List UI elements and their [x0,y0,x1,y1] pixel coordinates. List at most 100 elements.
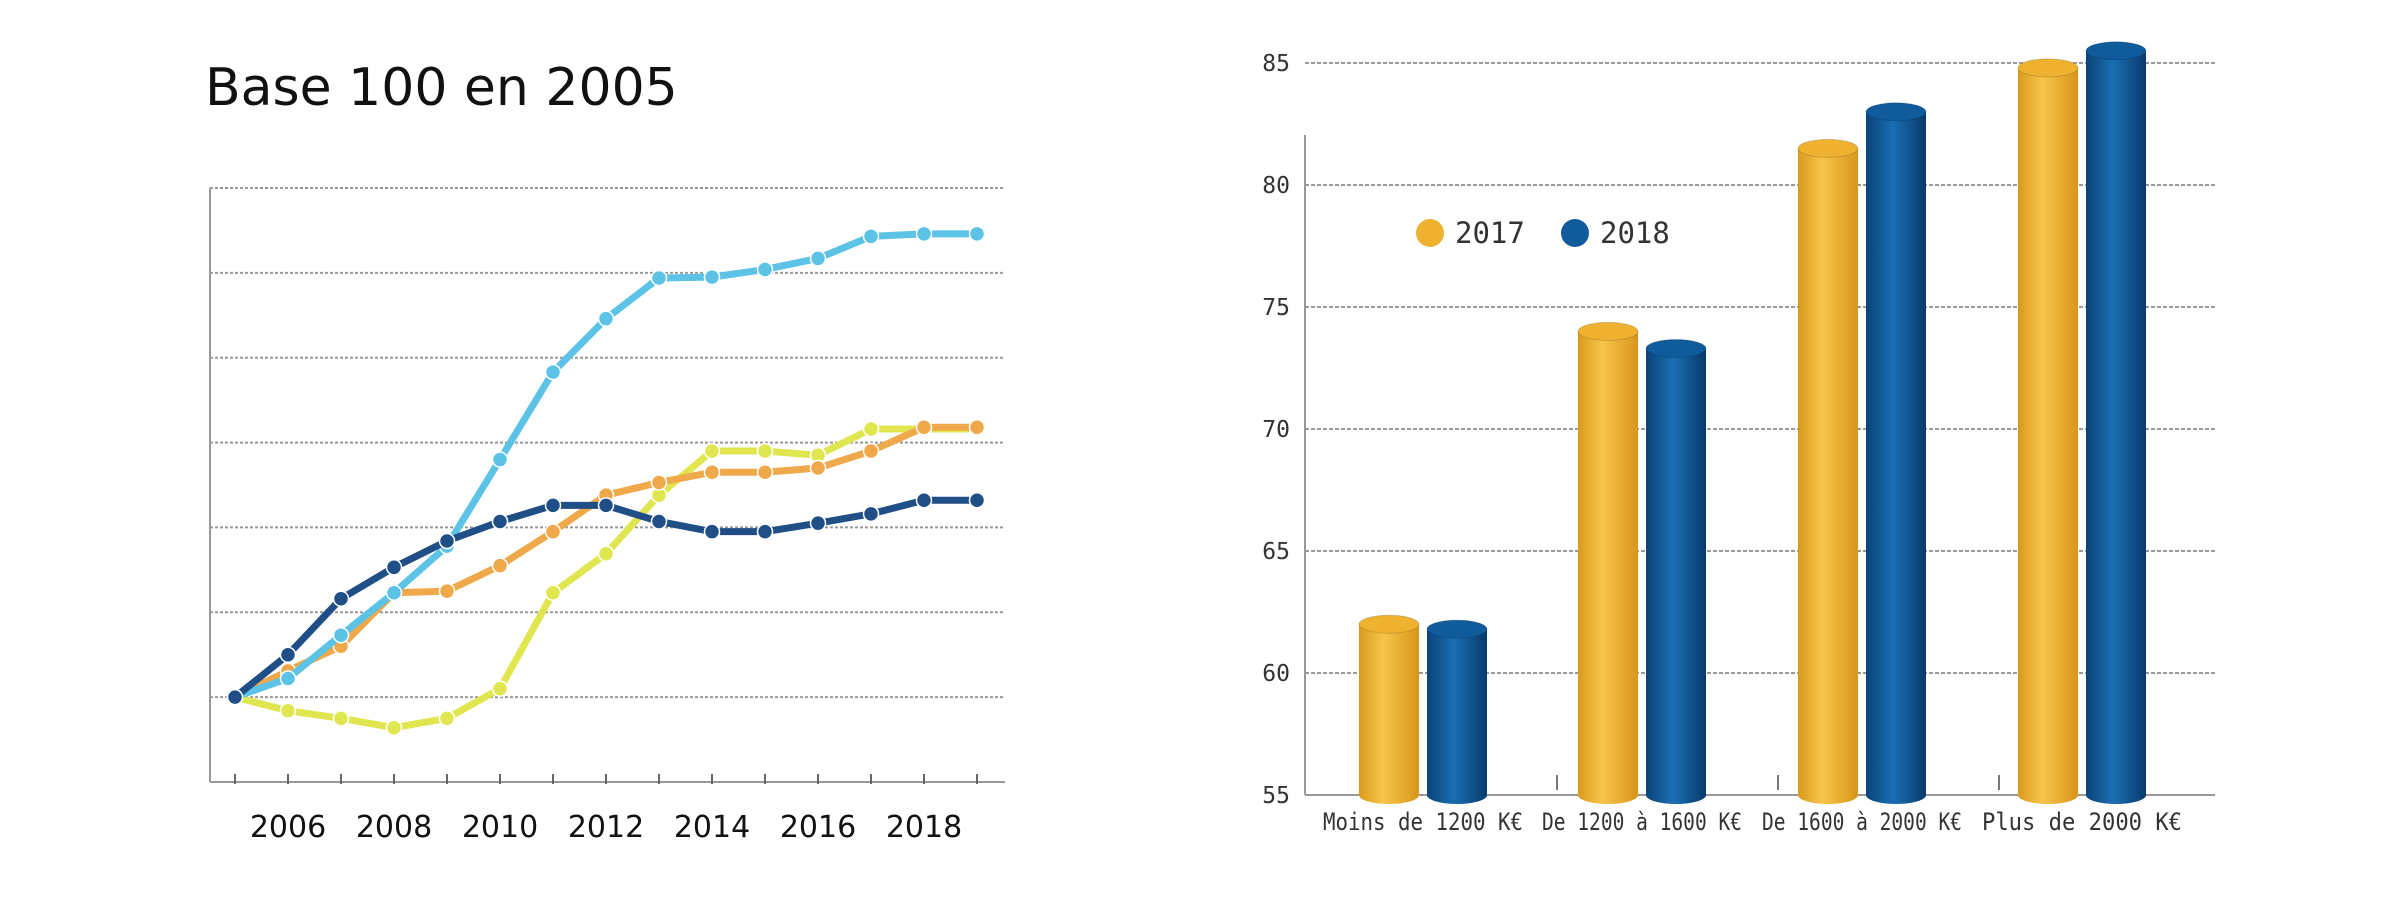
bar-top [2017,58,2079,78]
data-point [438,532,456,550]
data-point [862,420,880,438]
data-point [756,464,774,481]
bar-top [1645,338,1707,358]
data-point [915,492,933,509]
data-point [756,523,774,540]
x-tick-label: 2014 [674,810,750,845]
y-tick-label: 80 [1262,173,1290,199]
y-tick-label: 70 [1262,417,1290,443]
data-point [332,626,350,644]
x-tick-label: 2018 [886,810,962,845]
data-point [703,464,721,481]
data-point [332,590,350,607]
x-tick-label: 2012 [568,810,644,845]
x-tick-label: 2010 [462,810,538,845]
legend-swatch [1416,219,1444,247]
data-point [385,719,403,736]
bar-chart: 55 60 65 70 75 80 85 Moins de 1200 K€ De 1200 à … [1262,41,2215,836]
data-point [544,497,562,514]
bar-top [1426,619,1488,639]
data-point [279,702,297,719]
category-label: Plus de 2000 K€ [1982,808,2182,836]
bar [1359,624,1419,795]
data-point [491,451,509,468]
data-point [809,514,827,532]
data-point [438,710,456,727]
bar [1798,148,1858,795]
data-point [756,442,774,460]
data-point [438,582,456,600]
data-point [650,269,668,287]
data-point [968,492,986,509]
bar-top [1865,102,1927,122]
data-point [597,310,615,327]
data-point [491,557,509,574]
data-point [544,363,562,381]
data-point [862,442,880,460]
bar-top [1577,321,1639,341]
data-point [385,584,403,602]
legend-swatch [1561,219,1589,247]
data-point [862,228,880,245]
data-point [915,419,933,436]
bar-base [1646,786,1706,804]
data-point [968,419,986,436]
data-point [226,688,244,706]
data-point [491,513,509,530]
data-point [279,646,297,663]
category-label: De 1200 à 1600 K€ [1542,808,1742,836]
y-tick-label: 85 [1262,51,1290,77]
y-tick-label: 75 [1262,295,1290,321]
y-tick-label: 60 [1262,661,1290,687]
x-tick-label: 2006 [250,810,326,845]
x-tick-label: 2008 [356,810,432,845]
legend-label: 2018 [1600,216,1670,250]
bar-base [2018,786,2078,804]
bar [2018,67,2078,795]
y-tick-label: 65 [1262,539,1290,565]
line-chart: 2006 2008 2010 2012 2014 2016 2018 [209,187,1005,845]
data-point [915,225,933,243]
bar [1427,629,1487,795]
data-point [862,505,880,523]
category-label: Moins de 1200 K€ [1323,808,1523,836]
x-tick-label: 2016 [780,810,856,845]
data-point [385,559,403,576]
data-point [756,261,774,278]
series-line [231,423,981,701]
bar-top [1797,138,1859,158]
bar-top [2085,41,2147,61]
page-title: Base 100 en 2005 [205,58,678,118]
data-point [491,680,509,697]
data-point [809,459,827,477]
data-point [597,497,615,514]
legend-label: 2017 [1455,216,1525,250]
bar-top [1358,614,1420,634]
data-point [703,268,721,286]
bar-base [1359,786,1419,804]
data-point [650,474,668,491]
bar-base [1427,786,1487,804]
series-line [231,425,981,732]
bar [1646,348,1706,795]
bar [2086,50,2146,796]
data-point [279,670,297,687]
series-line [231,230,981,701]
data-point [597,545,615,562]
data-point [544,523,562,540]
bar-base [1578,786,1638,804]
bar [1866,111,1926,796]
bar-base [2086,786,2146,804]
data-point [703,442,721,460]
category-label: De 1600 à 2000 K€ [1762,808,1962,836]
y-tick-label: 55 [1262,783,1290,809]
bar-base [1866,786,1926,804]
bar-base [1798,786,1858,804]
data-point [809,250,827,267]
data-point [650,513,668,530]
data-point [332,710,350,727]
data-point [968,225,986,243]
data-point [703,523,721,540]
bar [1578,331,1638,795]
